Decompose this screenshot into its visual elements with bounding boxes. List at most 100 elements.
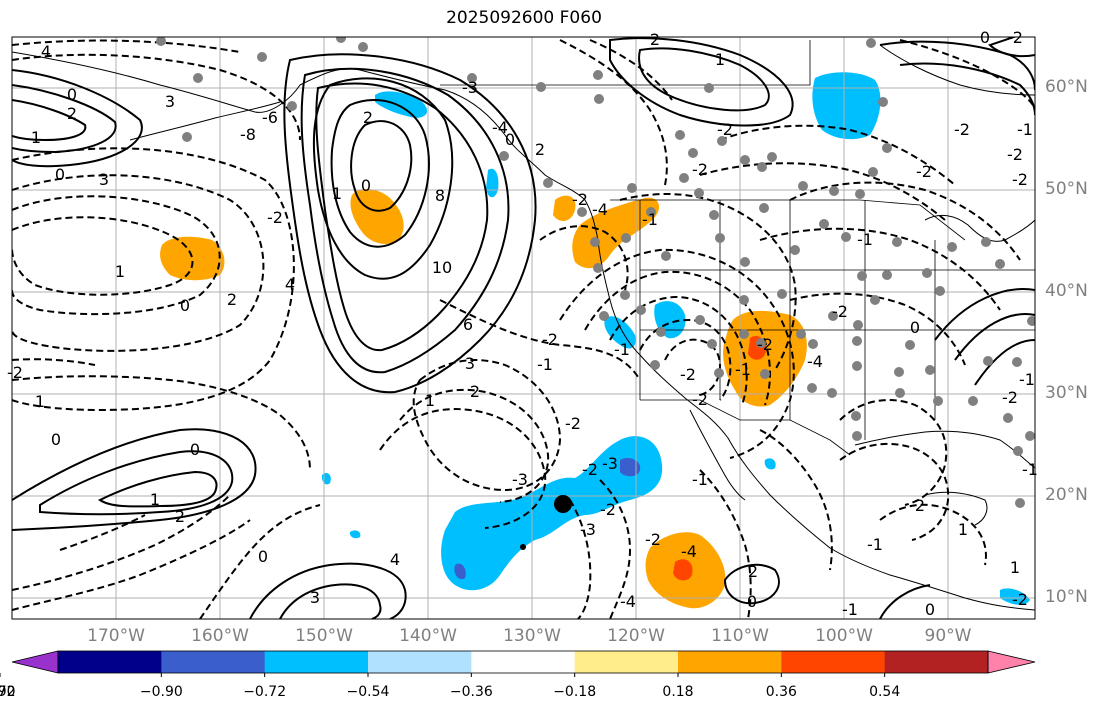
contour-label: -3 xyxy=(462,78,478,97)
contour-label: -4 xyxy=(807,352,823,371)
contour-label: -1 xyxy=(1019,370,1035,389)
lat-label-40n: 40°N xyxy=(1045,281,1088,301)
contour-label: 2 xyxy=(174,507,186,526)
contour-label: -2 xyxy=(680,365,696,384)
contour-label: -4 xyxy=(681,542,697,561)
colorbar-tick-label: 0.18 xyxy=(662,684,694,700)
contour-label: -1 xyxy=(537,355,553,374)
contour-label: 1 xyxy=(714,50,726,69)
contour-label: 2 xyxy=(226,290,238,309)
contour-label: 6 xyxy=(462,315,474,334)
contour-label: -2 xyxy=(267,208,283,227)
shade-blue-bc xyxy=(486,168,499,198)
colorbar-tick-label: 0.90 xyxy=(0,684,16,700)
contour-label: -4 xyxy=(492,118,508,137)
contour-label: -3 xyxy=(512,470,528,489)
contour-label: -1 xyxy=(642,210,658,229)
contour-label: 1 xyxy=(957,520,969,539)
colorbar-tick-label: 0.72 xyxy=(0,684,16,700)
contour-label: -2 xyxy=(1007,28,1023,47)
contour-label: -2 xyxy=(1012,590,1028,609)
aleutians xyxy=(129,101,281,141)
contour-label: 0 xyxy=(979,28,991,47)
yucatan xyxy=(924,491,988,526)
colorbar-segment xyxy=(264,651,369,673)
colorbar-tick-label: 0.36 xyxy=(765,684,797,700)
lat-label-20n: 20°N xyxy=(1045,485,1088,505)
shaded-field xyxy=(160,72,1030,609)
contour-label: -1 xyxy=(1022,460,1038,479)
baja xyxy=(689,409,746,501)
contour-label: 3 xyxy=(98,170,110,189)
contour-label: -2 xyxy=(1002,388,1018,407)
contour-label: -2 xyxy=(717,120,733,139)
contour-label: 0 xyxy=(179,296,191,315)
contour-label: 3 xyxy=(164,92,176,111)
contour-label: 1 xyxy=(30,128,42,147)
lon-label-100w: 100°W xyxy=(815,626,873,646)
contour-label: 1 xyxy=(424,391,436,410)
contour-label: -3 xyxy=(602,454,618,473)
shade-orange-gulf xyxy=(350,188,404,244)
colorbar-segment xyxy=(574,651,679,673)
shade-darkblue-2 xyxy=(454,563,466,580)
shade-blue-small-4 xyxy=(1000,588,1030,605)
map-frame xyxy=(11,36,1036,620)
shade-blue-canada xyxy=(812,72,881,140)
contour-label: -1 xyxy=(692,470,708,489)
contour-label: 10 xyxy=(431,258,453,277)
map-title: 2025092600 F060 xyxy=(446,8,602,28)
contour-label: 0 xyxy=(66,85,78,104)
lon-label-110w: 110°W xyxy=(711,626,769,646)
contour-label: -2 xyxy=(600,500,616,519)
contour-label: -2 xyxy=(692,160,708,179)
colorbar-extend-low xyxy=(11,650,59,674)
contour-label: -2 xyxy=(1007,145,1023,164)
contour-label: 0 xyxy=(50,430,62,449)
colorbar-tick-label: −0.36 xyxy=(449,684,493,700)
contour-label: -8 xyxy=(240,125,256,144)
contour-label: -2 xyxy=(565,414,581,433)
contour-label: 2 xyxy=(649,30,661,49)
observation-dots xyxy=(156,37,1035,508)
contour-label: -3 xyxy=(580,520,596,539)
contour-label: -1 xyxy=(867,535,883,554)
contour-label: -4 xyxy=(592,200,608,219)
contour-label: 8 xyxy=(434,186,446,205)
contour-label: -6 xyxy=(262,108,278,127)
contour-label: 0 xyxy=(909,318,921,337)
shade-red-mexico xyxy=(673,559,693,581)
contour-label: 2 xyxy=(469,382,481,401)
contour-label: -2 xyxy=(692,390,708,409)
colorbar-segment xyxy=(161,651,266,673)
colorbar-segment xyxy=(368,651,472,673)
map-content xyxy=(12,37,1035,619)
graticule xyxy=(12,37,1035,619)
colorbar-tick-label: −0.90 xyxy=(139,684,183,700)
shade-blue-small-3 xyxy=(349,530,361,539)
shade-orange-pacific xyxy=(160,236,225,281)
contour-label: -2 xyxy=(572,190,588,209)
contour-label: -1 xyxy=(1017,120,1033,139)
shade-orange-idaho xyxy=(572,197,660,269)
contour-label: 0 xyxy=(360,176,372,195)
lat-label-30n: 30°N xyxy=(1045,383,1088,403)
contour-label: -2 xyxy=(7,363,23,382)
contour-label: 2 xyxy=(66,104,78,123)
lon-label-90w: 90°W xyxy=(924,626,972,646)
lon-label-170w: 170°W xyxy=(87,626,145,646)
lat-label-60n: 60°N xyxy=(1045,77,1088,97)
colorbar-segment xyxy=(58,651,162,673)
contour-label: -2 xyxy=(1012,170,1028,189)
contour-label: 0 xyxy=(504,130,516,149)
contour-label: 2 xyxy=(747,562,759,581)
shade-blue-alaska xyxy=(375,91,428,118)
colorbar-segment xyxy=(471,651,576,673)
contour-label: -2 xyxy=(954,120,970,139)
colorbar-extend-high xyxy=(987,650,1036,674)
contour-label: -2 xyxy=(916,162,932,181)
shade-orange-oregon xyxy=(553,195,576,222)
contour-label: 0 xyxy=(54,165,66,184)
colorbar-tick-label: 0.54 xyxy=(869,684,901,700)
